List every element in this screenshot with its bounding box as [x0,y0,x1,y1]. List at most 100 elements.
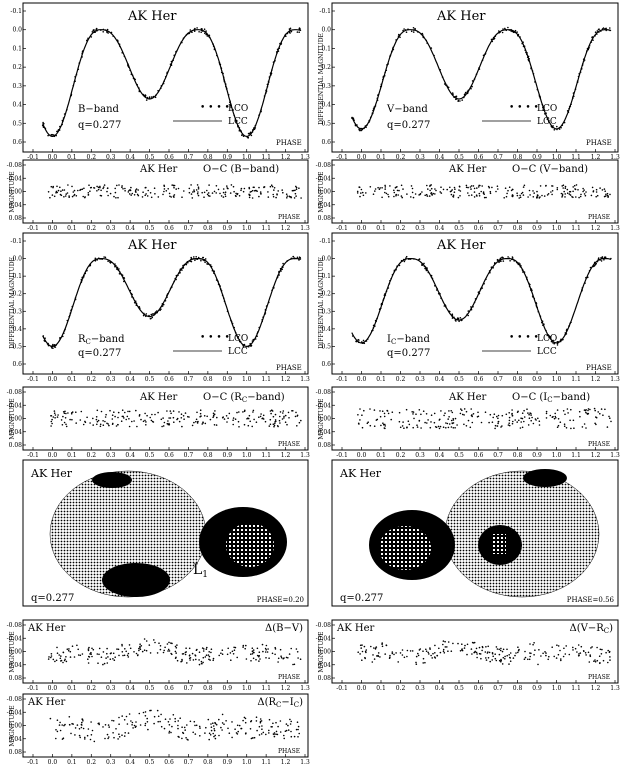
observed-point [152,313,154,315]
x-tick-label: 0.3 [415,225,425,232]
residual-point [470,648,473,650]
residual-point [243,716,246,719]
observed-point [412,31,415,33]
observed-point [144,94,147,97]
residual-point [461,409,463,412]
residual-point [153,187,156,189]
residual-point [453,191,456,193]
residual-point [447,641,450,643]
residual-point [180,417,183,419]
observed-point [572,97,574,99]
observed-point [240,130,242,132]
residual-point [294,415,297,418]
residual-point [365,649,368,651]
residual-point [501,650,504,653]
residual-point [201,423,203,425]
residual-point [381,196,383,199]
residual-point [54,414,57,416]
residual-point [484,411,487,414]
observed-point [445,306,447,308]
y-tick-label: 0.5 [321,343,331,350]
residual-point [72,723,74,725]
residual-point [358,423,360,425]
observed-point [169,63,172,65]
observed-point [397,35,400,37]
x-tick-label: 1.2 [591,225,601,232]
x-tick-label: 0.7 [493,685,503,692]
oc-v-title: AK Her [448,164,487,175]
observed-point [61,123,63,126]
residual-point [279,648,282,651]
residual-point [128,418,130,420]
residual-point [210,651,212,654]
observed-point [550,340,553,343]
residual-point [609,193,611,196]
residual-point [451,189,454,191]
residual-point [212,659,214,662]
y-tick-label: 0.5 [12,120,22,127]
residual-point [245,644,247,647]
residual-point [50,655,53,657]
x-tick-label: 0.1 [67,376,77,383]
x-tick-label: 0.8 [513,452,523,459]
observed-point [444,82,447,84]
model-left-phase: PHASE=0.20 [257,596,304,604]
residual-point [295,188,298,191]
residual-point [361,426,364,429]
residual-point [128,193,131,195]
observed-point [190,260,193,263]
observed-point [230,320,233,323]
observed-point [382,75,385,78]
observed-point [376,99,379,101]
observed-point [47,344,50,347]
residual-point [386,409,389,412]
residual-point [194,733,197,735]
residual-point [609,656,611,658]
residual-point [242,719,244,722]
observed-point [521,269,524,272]
residual-point [415,413,417,416]
x-tick-label: 1.0 [552,225,562,232]
x-tick-label: 0.3 [106,452,116,459]
observed-point [87,37,89,40]
residual-point [149,709,151,712]
residual-point [102,424,105,427]
residual-point [50,656,52,659]
residual-point [545,417,548,419]
residual-point [88,656,91,658]
residual-point [121,651,124,653]
y-tick-label: 0.08 [9,675,23,682]
residual-point [390,418,393,421]
y-tick-label: 0.4 [321,326,331,333]
residual-point [121,185,123,187]
y-tick-label: 0.2 [321,64,331,71]
residual-point [121,645,123,647]
residual-point [214,410,216,412]
residual-point [292,663,294,666]
residual-point [559,649,561,652]
residual-point [217,188,220,191]
residual-point [274,646,277,649]
observed-point [195,258,197,260]
residual-point [136,193,139,196]
observed-point [518,262,520,264]
residual-point [448,423,451,425]
observed-point [422,34,424,36]
ci-vr-xlabel: PHASE [588,674,610,681]
observed-point [152,95,155,98]
residual-point [488,651,491,654]
residual-point [180,660,182,663]
lc-v-q: q=0.277 [387,120,430,131]
x-tick-label: 1.2 [281,452,291,459]
observed-point [353,119,355,122]
observed-point [366,338,369,340]
residual-point [111,719,113,722]
residual-point [297,657,299,659]
residual-point [203,415,206,417]
residual-point [523,416,526,418]
residual-point [274,413,277,416]
residual-point [401,425,404,427]
residual-point [598,655,601,657]
residual-point [86,734,89,737]
residual-point [417,654,420,657]
